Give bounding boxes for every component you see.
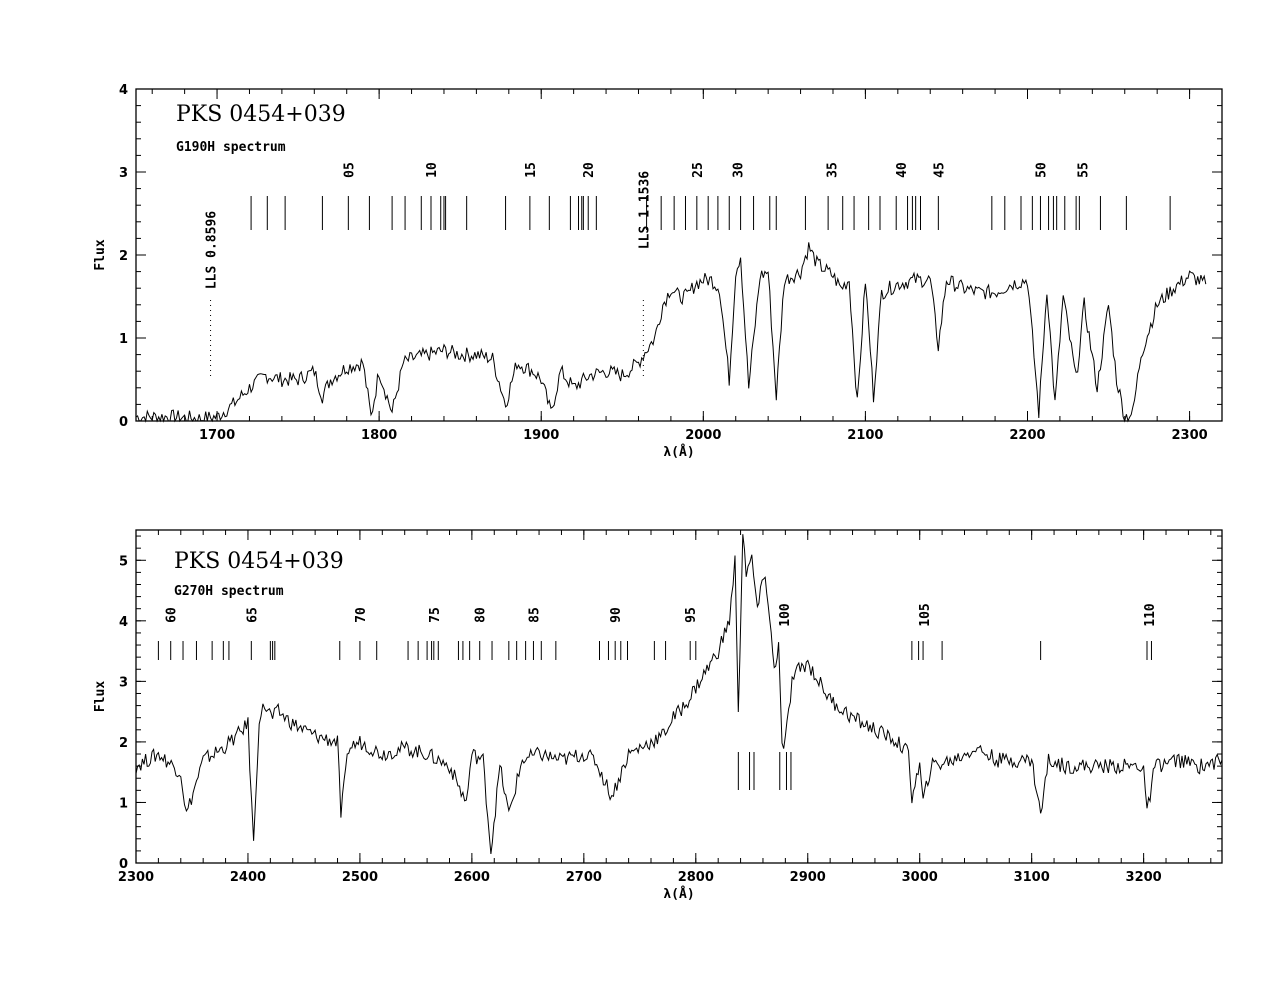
line-index-label: 110	[1143, 603, 1158, 627]
line-index-label: 95	[684, 607, 699, 623]
x-tick-label: 2300	[118, 870, 154, 885]
y-tick-label: 0	[119, 857, 128, 872]
x-tick-label: 2500	[342, 870, 378, 885]
line-index-label: 05	[342, 162, 357, 178]
y-tick-label: 3	[119, 675, 128, 690]
y-tick-label: 3	[119, 166, 128, 181]
y-tick-label: 1	[119, 796, 128, 811]
x-tick-label: 3100	[1014, 870, 1050, 885]
x-tick-label: 1900	[523, 428, 559, 443]
y-tick-label: 4	[119, 83, 128, 98]
line-index-label: 70	[354, 607, 369, 623]
x-axis-label: λ(Å)	[663, 444, 694, 460]
line-index-label: 15	[524, 162, 539, 178]
line-index-label: 20	[582, 162, 597, 178]
x-tick-label: 2800	[678, 870, 714, 885]
lls-label: LLS 0.8596	[205, 211, 220, 289]
chart-title: PKS 0454+039	[176, 102, 346, 127]
line-index-label: 105	[918, 603, 933, 626]
x-tick-label: 1700	[199, 428, 235, 443]
y-axis-label: Flux	[93, 239, 108, 270]
y-tick-label: 1	[119, 332, 128, 347]
line-index-label: 75	[428, 607, 443, 623]
y-tick-label: 2	[119, 249, 128, 264]
y-axis-label: Flux	[93, 681, 108, 712]
plot-frame	[135, 529, 1223, 864]
chart-title: PKS 0454+039	[174, 549, 344, 574]
line-index-label: 30	[731, 162, 746, 178]
line-index-label: 55	[1077, 162, 1092, 178]
line-index-label: 60	[165, 607, 180, 623]
x-tick-label: 2600	[454, 870, 490, 885]
x-tick-label: 3200	[1126, 870, 1162, 885]
x-axis-label: λ(Å)	[663, 886, 694, 902]
line-index-label: 85	[527, 607, 542, 623]
x-tick-label: 3000	[902, 870, 938, 885]
x-tick-label: 1800	[361, 428, 397, 443]
x-tick-label: 2200	[1009, 428, 1045, 443]
x-tick-label: 2900	[790, 870, 826, 885]
x-tick-label: 2000	[685, 428, 721, 443]
lls-label: LLS 1.1536	[637, 171, 652, 249]
spectrum-line	[135, 534, 1223, 854]
spectrum-line	[135, 242, 1207, 423]
line-index-label: 40	[895, 162, 910, 178]
line-index-label: 45	[932, 162, 947, 178]
line-index-label: 50	[1034, 162, 1049, 178]
x-tick-label: 2400	[230, 870, 266, 885]
plot-frame	[135, 88, 1223, 422]
y-tick-label: 5	[119, 554, 128, 569]
chart-subtitle: G190H spectrum	[176, 140, 286, 155]
line-index-label: 10	[425, 162, 440, 178]
y-tick-label: 0	[119, 415, 128, 430]
line-index-label: 100	[778, 603, 793, 627]
line-index-label: 80	[474, 607, 489, 623]
chart-subtitle: G270H spectrum	[174, 584, 284, 599]
line-index-label: 65	[245, 607, 260, 623]
y-tick-label: 2	[119, 736, 128, 751]
line-index-label: 35	[825, 162, 840, 178]
y-tick-label: 4	[119, 615, 128, 630]
line-index-label: 90	[609, 607, 624, 623]
line-index-label: 25	[691, 162, 706, 178]
x-tick-label: 2700	[566, 870, 602, 885]
panel-g190h: 1700 1800 1900 2000 2100 2200 2300 0 1 2 3 4 λ(Å) Flu…	[93, 83, 1223, 460]
x-tick-label: 2100	[847, 428, 883, 443]
panel-g270h: 2300 2400 2500 2600 2700 2800 2900 3000 3100 3200…	[93, 529, 1223, 902]
x-tick-label: 2300	[1171, 428, 1207, 443]
